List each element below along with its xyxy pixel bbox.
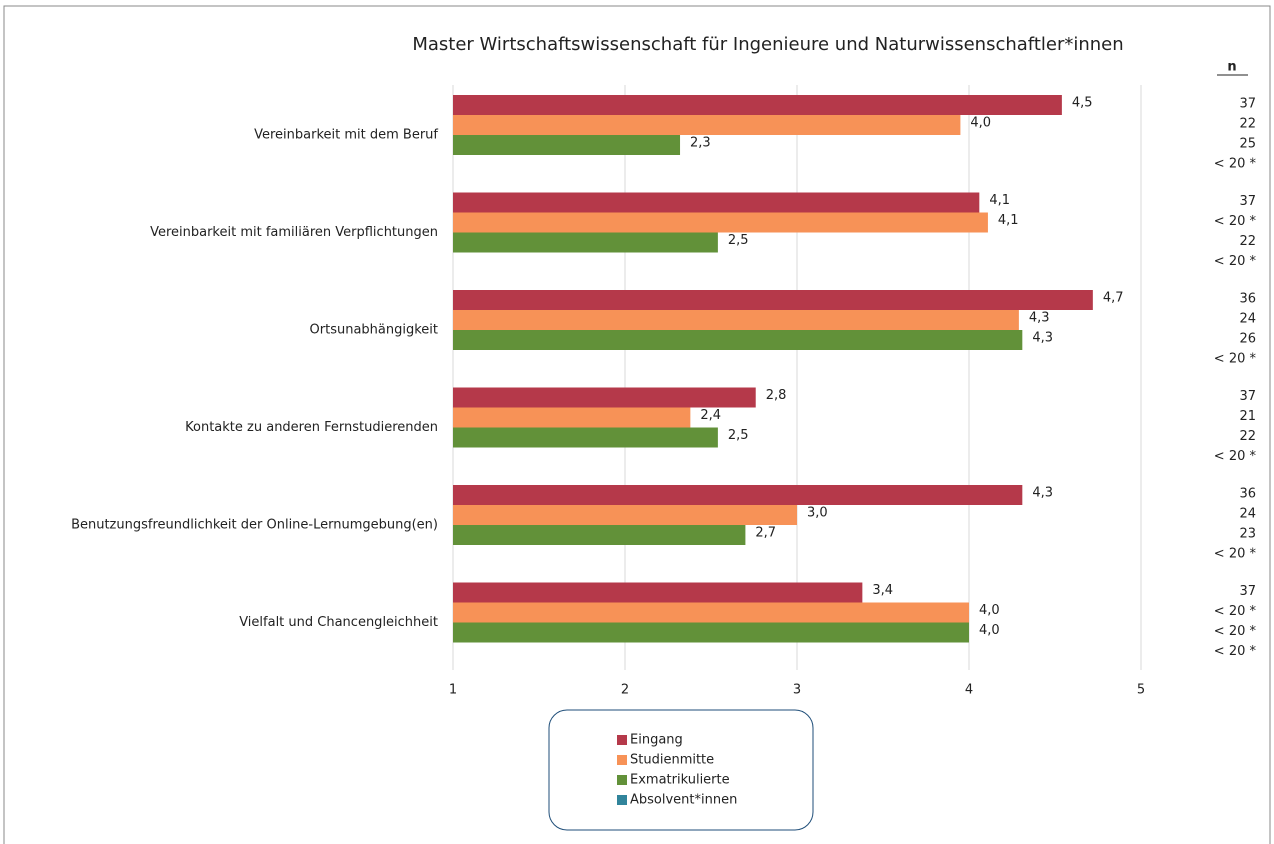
- data-label: 2,5: [728, 233, 749, 248]
- data-label: 4,7: [1103, 291, 1124, 306]
- bar: [453, 485, 1023, 505]
- n-value: 26: [1239, 332, 1256, 347]
- x-tick-label: 1: [449, 683, 457, 698]
- data-label: 2,7: [755, 526, 776, 541]
- data-label: 3,0: [807, 506, 828, 521]
- n-value: 36: [1239, 292, 1256, 307]
- n-value: < 20 *: [1214, 254, 1257, 269]
- n-value: 37: [1239, 584, 1256, 599]
- bar: [453, 505, 797, 525]
- y-tick-label: Kontakte zu anderen Fernstudierenden: [185, 420, 438, 435]
- frame: [3, 5, 1271, 844]
- legend-swatch: [617, 775, 627, 785]
- bar: [453, 192, 980, 213]
- y-tick-label: Benutzungsfreundlichkeit der Online-Lern…: [71, 518, 438, 533]
- bar: [453, 582, 863, 603]
- bar: [453, 387, 756, 408]
- legend-swatch: [617, 735, 627, 745]
- n-value: < 20 *: [1214, 547, 1257, 562]
- bar: [453, 310, 1019, 330]
- n-value: < 20 *: [1214, 449, 1257, 464]
- bar: [453, 602, 969, 623]
- legend-swatch: [617, 795, 627, 805]
- n-value: 23: [1239, 527, 1256, 542]
- bar: [453, 115, 961, 135]
- bar: [453, 330, 1023, 350]
- data-label: 4,5: [1072, 96, 1093, 111]
- data-label: 4,3: [1032, 331, 1053, 346]
- data-label: 2,5: [728, 428, 749, 443]
- legend-label: Absolvent*innen: [630, 793, 737, 808]
- data-label: 2,4: [700, 408, 721, 423]
- n-value: 25: [1239, 137, 1256, 152]
- n-value: 36: [1239, 487, 1256, 502]
- bar: [453, 427, 718, 448]
- n-value: 21: [1239, 409, 1256, 424]
- n-value: 24: [1239, 312, 1256, 327]
- x-tick-label: 3: [793, 683, 801, 698]
- legend-swatch: [617, 755, 627, 765]
- n-value: < 20 *: [1214, 604, 1257, 619]
- n-value: 37: [1239, 97, 1256, 112]
- bar: [453, 212, 988, 233]
- x-tick-label: 2: [621, 683, 629, 698]
- n-value: 37: [1239, 389, 1256, 404]
- bar: [453, 135, 681, 155]
- chart-title: Master Wirtschaftswissenschaft für Ingen…: [412, 34, 1123, 55]
- data-label: 4,3: [1032, 486, 1053, 501]
- n-value: 22: [1239, 234, 1256, 249]
- legend-label: Exmatrikulierte: [630, 773, 730, 788]
- n-value: 24: [1239, 507, 1256, 522]
- data-label: 3,4: [872, 583, 893, 598]
- legend-label: Eingang: [630, 733, 683, 748]
- n-value: 22: [1239, 117, 1256, 132]
- bar: [453, 407, 691, 428]
- n-value: < 20 *: [1214, 214, 1257, 229]
- bar: [453, 290, 1093, 310]
- legend-label: Studienmitte: [630, 753, 714, 768]
- y-tick-label: Vielfalt und Chancengleichheit: [239, 615, 438, 630]
- data-label: 4,3: [1029, 311, 1050, 326]
- legend-box: [548, 709, 814, 831]
- y-tick-label: Ortsunabhängigkeit: [310, 323, 438, 338]
- data-label: 4,0: [970, 116, 991, 131]
- n-header: n: [1227, 60, 1236, 75]
- n-value: < 20 *: [1214, 352, 1257, 367]
- bar: [453, 232, 718, 253]
- bar: [453, 95, 1062, 115]
- n-value: 22: [1239, 429, 1256, 444]
- data-label: 4,1: [998, 213, 1019, 228]
- y-tick-label: Vereinbarkeit mit familiären Verpflichtu…: [150, 225, 438, 240]
- bar: [453, 622, 969, 643]
- x-tick-label: 4: [965, 683, 973, 698]
- bar: [453, 525, 746, 545]
- y-tick-label: Vereinbarkeit mit dem Beruf: [254, 128, 438, 143]
- x-tick-label: 5: [1137, 683, 1145, 698]
- data-label: 4,0: [979, 603, 1000, 618]
- data-label: 2,3: [690, 136, 711, 151]
- n-value: 37: [1239, 194, 1256, 209]
- data-label: 2,8: [766, 388, 787, 403]
- n-value: < 20 *: [1214, 624, 1257, 639]
- n-value: < 20 *: [1214, 644, 1257, 659]
- data-label: 4,1: [989, 193, 1010, 208]
- n-value: < 20 *: [1214, 157, 1257, 172]
- data-label: 4,0: [979, 623, 1000, 638]
